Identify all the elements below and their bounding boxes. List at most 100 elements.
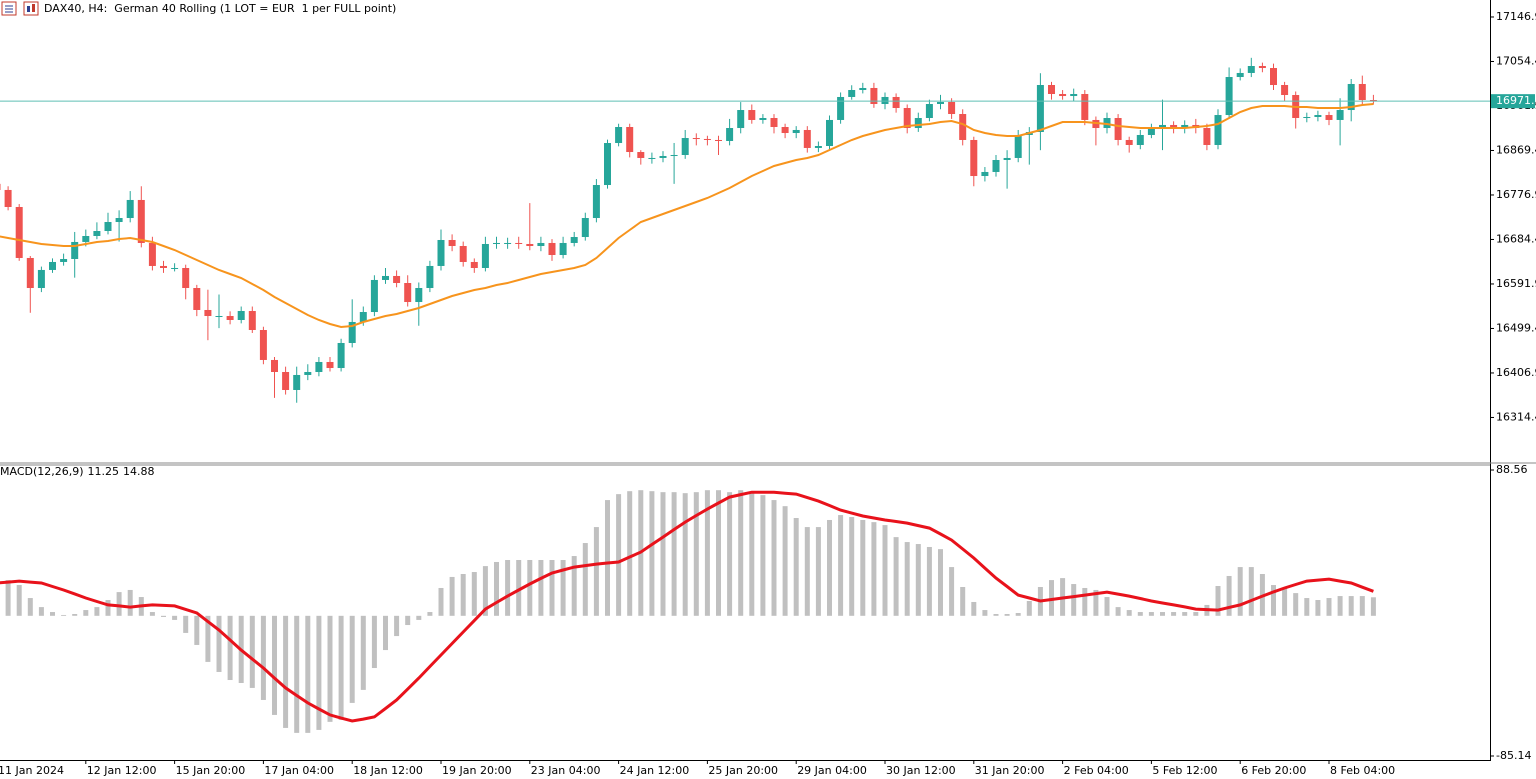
candle-body xyxy=(504,242,512,244)
candle-body xyxy=(703,138,711,140)
x-tick-label: 25 Jan 20:00 xyxy=(708,764,778,777)
candle-body xyxy=(1358,83,1366,101)
icon[interactable] xyxy=(23,1,39,16)
macd-bar xyxy=(993,614,999,616)
x-tick-label: 15 Jan 20:00 xyxy=(176,764,246,777)
candle-body xyxy=(903,107,911,129)
candle-body xyxy=(204,309,212,317)
macd-bar xyxy=(682,493,688,616)
macd-bar xyxy=(605,500,610,616)
macd-bar xyxy=(627,491,633,616)
signal-line xyxy=(0,490,1374,723)
macd-bar xyxy=(1226,575,1232,616)
macd-bar xyxy=(1282,587,1288,616)
macd-bar xyxy=(1160,612,1165,616)
x-tick-label: 6 Feb 20:00 xyxy=(1241,764,1306,777)
candle-body xyxy=(1314,115,1322,117)
candle-body xyxy=(814,145,822,148)
macd-bar xyxy=(1049,580,1054,616)
candle-body xyxy=(914,118,922,129)
y-tick-label: 17054.4 xyxy=(1496,54,1536,67)
macd-bar xyxy=(527,559,533,616)
macd-bar xyxy=(516,559,522,616)
candle-body xyxy=(981,171,989,177)
macd-bar xyxy=(427,612,433,616)
macd-bar xyxy=(1148,612,1154,616)
macd-bar xyxy=(272,615,277,715)
macd-bar xyxy=(360,615,366,690)
macd-bar xyxy=(338,615,344,720)
candle-body xyxy=(370,279,378,313)
candle-body xyxy=(282,371,290,390)
candle-body xyxy=(1258,66,1266,69)
candle-body xyxy=(137,199,145,243)
macd-bar xyxy=(1293,593,1299,616)
macd-bar xyxy=(460,573,466,616)
candle-body xyxy=(426,265,434,289)
candle-body xyxy=(848,90,856,97)
candle-body xyxy=(604,143,611,186)
candle-body xyxy=(1170,124,1178,129)
macd-bar xyxy=(960,587,966,616)
macd-bar xyxy=(815,527,821,616)
macd-bar xyxy=(782,506,788,616)
candle-body xyxy=(1214,115,1222,145)
macd-bar xyxy=(27,598,33,616)
indicator-title: MACD(12,26,9) 11.25 14.88 xyxy=(0,465,155,478)
macd-bar xyxy=(1015,613,1021,616)
x-tick-label: 30 Jan 12:00 xyxy=(886,764,956,777)
macd-bar xyxy=(616,494,622,616)
macd-bar xyxy=(671,492,677,616)
macd-bar xyxy=(105,600,111,616)
macd-bar xyxy=(760,495,766,616)
macd-bar xyxy=(61,614,67,616)
candle-body xyxy=(304,371,312,375)
candle-body xyxy=(248,310,256,330)
macd-bar xyxy=(649,491,655,616)
candle-body xyxy=(104,222,112,231)
macd-bar xyxy=(860,519,866,616)
macd-bar xyxy=(438,587,444,616)
candle-body xyxy=(1159,124,1166,129)
candle-body xyxy=(315,361,323,372)
x-tick-label: 31 Jan 20:00 xyxy=(975,764,1045,777)
candle-body xyxy=(1270,68,1277,86)
candle-body xyxy=(1048,85,1055,94)
candle-body xyxy=(548,242,556,256)
macd-bar xyxy=(882,525,888,616)
macd-bar xyxy=(1215,586,1221,616)
macd-bar xyxy=(838,515,844,616)
y-tick-label: 17146.9 xyxy=(1496,10,1536,23)
x-tick-label: 18 Jan 12:00 xyxy=(353,764,423,777)
candle-body xyxy=(1059,93,1067,97)
candle-body xyxy=(570,237,578,243)
candle-body xyxy=(1347,83,1355,111)
candle-body xyxy=(359,312,367,322)
macd-bar xyxy=(1071,584,1077,616)
candle-body xyxy=(1081,93,1089,120)
candle-body xyxy=(226,316,234,320)
chart-title: DAX40, H4: German 40 Rolling (1 LOT = EU… xyxy=(44,2,396,15)
candle-body xyxy=(837,96,845,120)
candle-body xyxy=(1325,115,1333,120)
candle-body xyxy=(459,246,467,262)
macd-bar xyxy=(494,561,499,616)
y-tick-label: 16499.4 xyxy=(1496,321,1536,334)
x-tick-label: 11 Jan 2024 xyxy=(0,764,64,777)
macd-bar xyxy=(1004,614,1010,616)
macd-bar xyxy=(716,490,721,616)
macd-bar xyxy=(416,615,422,620)
candle-body xyxy=(1147,128,1155,135)
candle-body xyxy=(470,261,478,268)
candle-body xyxy=(481,243,489,268)
y-tick-label: 16591.9 xyxy=(1496,277,1536,290)
candle-body xyxy=(637,152,645,158)
last-price-label: 16971.9 xyxy=(1496,94,1536,107)
x-tick-label: 5 Feb 12:00 xyxy=(1152,764,1217,777)
candle-body xyxy=(1247,66,1255,73)
candle-body xyxy=(715,139,722,141)
macd-bar xyxy=(915,544,921,616)
candle-body xyxy=(925,104,933,119)
icon-bar xyxy=(32,4,35,12)
candle-body xyxy=(15,206,23,258)
